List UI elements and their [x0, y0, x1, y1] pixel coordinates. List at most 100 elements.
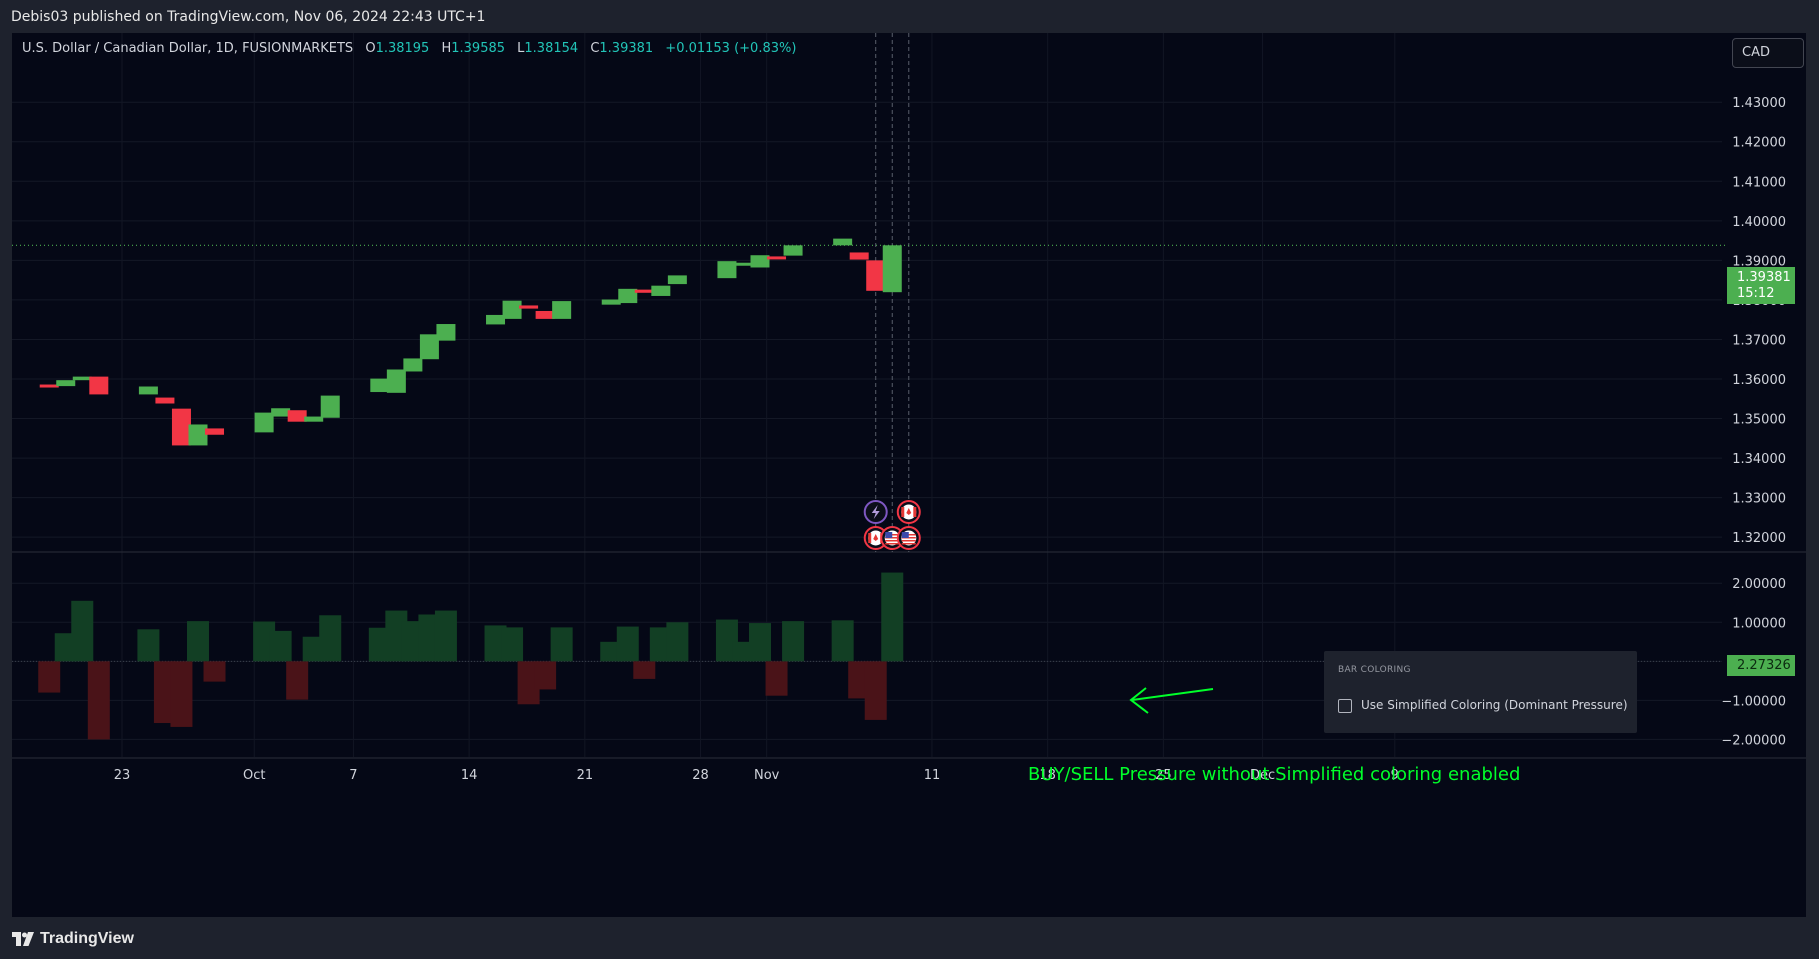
candle-up [386, 369, 406, 393]
publish-info: Debis03 published on TradingView.com, No… [11, 9, 486, 25]
buy-pressure-bar [401, 621, 424, 662]
sell-pressure-bar [170, 661, 193, 727]
candle-down [205, 428, 225, 435]
buy-pressure-bar [715, 619, 738, 662]
time-axis-tick: 14 [461, 768, 478, 783]
price-axis-tick: 1.39000 [1732, 254, 1786, 269]
buy-pressure-bar [501, 627, 524, 662]
candle-down [155, 397, 175, 404]
candle-up [486, 314, 506, 325]
flag-usa-icon[interactable] [880, 526, 905, 550]
time-axis-tick: 11 [924, 768, 941, 783]
legend-low-label: L [517, 41, 525, 56]
buy-pressure-bar [749, 623, 772, 662]
flag-usa-icon[interactable] [896, 526, 921, 550]
buy-pressure-bar [484, 625, 507, 662]
candle-down [171, 408, 191, 446]
sell-pressure-bar [848, 661, 871, 699]
chart-frame[interactable]: 1.430001.420001.410001.400001.390001.380… [12, 33, 1806, 917]
annotation-arrow-icon [1129, 687, 1214, 714]
legend-low-value: 1.38154 [524, 41, 579, 56]
settings-section-title: BAR COLORING [1338, 665, 1411, 675]
buy-pressure-bar [302, 636, 325, 662]
buy-pressure-bar [782, 621, 805, 662]
sell-pressure-bar [38, 661, 61, 693]
buy-pressure-bar [649, 627, 672, 662]
buy-pressure-bar [600, 641, 623, 662]
time-axis-tick: 7 [349, 768, 357, 783]
candle-down [634, 289, 654, 293]
buy-pressure-bar [71, 600, 94, 662]
price-axis-tick: 1.33000 [1732, 492, 1786, 507]
candle-up [320, 395, 340, 418]
tradingview-logo[interactable]: TradingView [12, 928, 134, 950]
candle-up [304, 416, 324, 422]
buy-pressure-bar [137, 629, 160, 662]
buy-pressure-bar [418, 614, 441, 662]
price-axis-tick: 1.40000 [1732, 215, 1786, 230]
buy-pressure-bar [269, 630, 292, 662]
legend-symbol: U.S. Dollar / Canadian Dollar, 1D, FUSIO… [22, 41, 354, 56]
sell-pressure-bar [633, 661, 656, 679]
price-axis-tick: 1.35000 [1732, 413, 1786, 428]
last-price-value: 1.39381 [1737, 270, 1791, 285]
candle-up [56, 380, 76, 387]
legend-close-label: C [590, 41, 600, 56]
time-axis-tick: Dec [1250, 768, 1275, 783]
price-axis-tick: 1.43000 [1732, 96, 1786, 111]
candle-down [287, 410, 307, 422]
candle-up [651, 285, 671, 296]
time-axis-tick: 18 [1039, 768, 1056, 783]
candle-up [833, 238, 853, 246]
legend-close-value: 1.39381 [599, 41, 654, 56]
candle-down [767, 256, 787, 260]
price-axis-tick: 1.34000 [1732, 452, 1786, 467]
chart-svg[interactable]: 1.430001.420001.410001.400001.390001.380… [12, 33, 1806, 917]
osc-axis-tick: 2.00000 [1732, 577, 1786, 592]
buy-pressure-bar [434, 610, 457, 662]
candle-up [601, 299, 621, 305]
candle-up [72, 376, 92, 381]
buy-pressure-bar [54, 633, 77, 662]
candle-up [502, 300, 522, 319]
candle-down [849, 252, 869, 260]
candle-down [89, 376, 109, 395]
candle-up [138, 386, 158, 395]
time-axis-tick: Nov [754, 768, 780, 783]
buy-pressure-bar [881, 572, 904, 662]
sell-pressure-bar [517, 661, 540, 705]
legend-high-label: H [441, 41, 452, 56]
candle-up [403, 358, 423, 372]
osc-axis-tick: 1.00000 [1732, 616, 1786, 631]
legend-change: +0.01153 (+0.83%) [665, 41, 797, 56]
candle-up [370, 378, 390, 393]
flag-canada-icon[interactable] [896, 500, 921, 524]
sell-pressure-bar [286, 661, 309, 700]
sell-pressure-bar [534, 661, 557, 690]
price-axis-tick: 1.41000 [1732, 175, 1786, 190]
candle-up [717, 261, 737, 279]
currency-button[interactable]: CAD [1732, 38, 1804, 68]
annotation-text: BUY/SELL Pressure without Simplified col… [1028, 764, 1521, 785]
buy-pressure-bar [732, 641, 755, 662]
buy-pressure-bar [385, 610, 408, 662]
candle-up [882, 245, 902, 293]
candle-down [866, 260, 886, 291]
price-axis-tick: 1.37000 [1732, 333, 1786, 348]
last-price-label: 1.39381 15:12 [1727, 267, 1795, 304]
price-axis-tick: 1.36000 [1732, 373, 1786, 388]
candle-up [750, 255, 770, 268]
oscillator-last-value-label: 2.27326 [1727, 655, 1795, 676]
time-axis-tick: 23 [114, 768, 131, 783]
sell-pressure-bar [153, 661, 176, 724]
lightning-icon[interactable] [863, 500, 888, 524]
simplified-coloring-label[interactable]: Use Simplified Coloring (Dominant Pressu… [1361, 698, 1628, 712]
price-axis-tick: 1.32000 [1732, 531, 1786, 546]
osc-axis-tick: −1.00000 [1721, 694, 1786, 709]
sell-pressure-bar [765, 661, 788, 696]
simplified-coloring-checkbox[interactable] [1338, 699, 1352, 713]
buy-pressure-bar [186, 621, 209, 662]
sell-pressure-bar [203, 661, 226, 682]
osc-axis-tick: −2.00000 [1721, 733, 1786, 748]
candle-up [667, 275, 687, 285]
